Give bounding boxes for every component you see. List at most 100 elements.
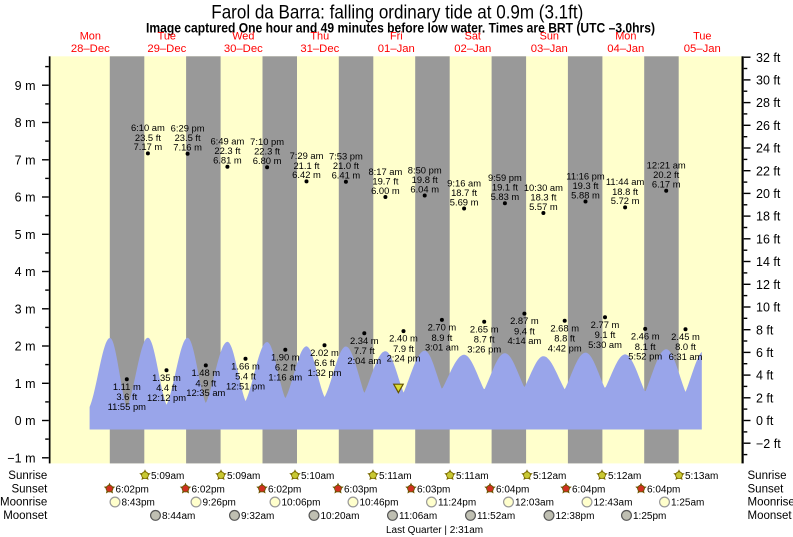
svg-text:Image captured One hour and 49: Image captured One hour and 49 minutes b… — [146, 20, 655, 35]
svg-text:6.2 ft: 6.2 ft — [275, 362, 296, 373]
svg-text:Sunset: Sunset — [11, 483, 48, 495]
svg-text:10:46pm: 10:46pm — [360, 498, 399, 509]
svg-text:9:32am: 9:32am — [241, 511, 274, 522]
svg-text:4:14 am: 4:14 am — [507, 335, 541, 346]
svg-text:6:02pm: 6:02pm — [116, 484, 149, 495]
svg-text:01–Jan: 01–Jan — [378, 43, 415, 55]
svg-text:11:16 pm: 11:16 pm — [566, 170, 605, 181]
svg-text:30–Dec: 30–Dec — [224, 43, 263, 55]
svg-text:5:09am: 5:09am — [151, 471, 184, 482]
svg-text:8.9 ft: 8.9 ft — [431, 332, 452, 343]
svg-text:14 ft: 14 ft — [756, 255, 781, 269]
svg-text:12:03am: 12:03am — [515, 498, 554, 509]
svg-text:26 ft: 26 ft — [756, 119, 781, 133]
svg-text:4:42 pm: 4:42 pm — [548, 342, 582, 353]
svg-text:12:12 pm: 12:12 pm — [147, 392, 186, 403]
svg-text:1.35 m: 1.35 m — [152, 372, 181, 383]
svg-text:5:11am: 5:11am — [379, 471, 412, 482]
svg-text:22.3 ft: 22.3 ft — [214, 145, 240, 156]
svg-text:23.5 ft: 23.5 ft — [175, 132, 201, 143]
svg-text:Sunrise: Sunrise — [8, 470, 47, 482]
svg-text:6:10 am: 6:10 am — [131, 122, 165, 133]
svg-text:22 ft: 22 ft — [756, 164, 781, 178]
svg-text:20.2 ft: 20.2 ft — [653, 169, 679, 180]
svg-text:5:30 am: 5:30 am — [588, 339, 622, 350]
svg-text:11:06am: 11:06am — [399, 511, 437, 522]
svg-text:18.7 ft: 18.7 ft — [451, 187, 477, 198]
svg-text:Mon: Mon — [615, 31, 636, 43]
svg-text:5 m: 5 m — [15, 228, 36, 242]
svg-text:Sunset: Sunset — [748, 483, 785, 495]
svg-text:6.81 m: 6.81 m — [213, 155, 242, 166]
svg-text:9.4 ft: 9.4 ft — [514, 326, 535, 337]
svg-text:1.11 m: 1.11 m — [113, 381, 141, 392]
svg-text:5:11am: 5:11am — [456, 471, 489, 482]
svg-text:5:09am: 5:09am — [227, 471, 260, 482]
svg-text:19.1 ft: 19.1 ft — [492, 182, 518, 193]
svg-text:Sat: Sat — [465, 31, 481, 43]
svg-text:Moonset: Moonset — [748, 510, 793, 522]
svg-text:10:20am: 10:20am — [321, 511, 360, 522]
svg-text:9:26pm: 9:26pm — [203, 498, 236, 509]
svg-text:6.80 m: 6.80 m — [253, 155, 282, 166]
svg-text:05–Jan: 05–Jan — [684, 43, 721, 55]
svg-text:3:01 am: 3:01 am — [425, 342, 459, 353]
svg-text:6:04pm: 6:04pm — [647, 484, 680, 495]
svg-text:3 m: 3 m — [15, 302, 36, 316]
svg-text:Thu: Thu — [310, 31, 329, 43]
svg-text:8.0 ft: 8.0 ft — [675, 341, 696, 352]
svg-text:19.8 ft: 19.8 ft — [412, 174, 438, 185]
svg-text:32 ft: 32 ft — [756, 51, 781, 65]
svg-text:5.72 m: 5.72 m — [611, 195, 640, 206]
svg-text:8.8 ft: 8.8 ft — [554, 333, 575, 344]
svg-text:8.7 ft: 8.7 ft — [474, 334, 495, 345]
svg-text:1.66 m: 1.66 m — [231, 360, 260, 371]
svg-text:24 ft: 24 ft — [756, 142, 781, 156]
svg-text:21.0 ft: 21.0 ft — [333, 160, 359, 171]
svg-text:Fri: Fri — [390, 31, 403, 43]
svg-text:8:43pm: 8:43pm — [122, 498, 155, 509]
svg-text:4.9 ft: 4.9 ft — [195, 377, 216, 388]
svg-text:7.16 m: 7.16 m — [173, 142, 202, 153]
svg-text:6:29 pm: 6:29 pm — [171, 123, 205, 134]
svg-text:28–Dec: 28–Dec — [71, 43, 110, 55]
svg-text:2:24 pm: 2:24 pm — [387, 353, 421, 364]
svg-text:6.6 ft: 6.6 ft — [314, 357, 335, 368]
svg-text:12:35 am: 12:35 am — [186, 387, 225, 398]
svg-text:6:02pm: 6:02pm — [268, 484, 301, 495]
svg-text:5:12am: 5:12am — [608, 471, 641, 482]
svg-text:2.02 m: 2.02 m — [310, 347, 339, 358]
svg-text:1:25pm: 1:25pm — [633, 511, 666, 522]
svg-text:11:55 pm: 11:55 pm — [108, 401, 147, 412]
svg-text:28 ft: 28 ft — [756, 96, 781, 110]
svg-text:30 ft: 30 ft — [756, 74, 781, 88]
svg-text:Farol da Barra: falling ordin: Farol da Barra: falling ordinary tide at… — [211, 1, 583, 23]
svg-text:12:43am: 12:43am — [594, 498, 633, 509]
svg-text:5.4 ft: 5.4 ft — [235, 371, 256, 382]
svg-text:6:04pm: 6:04pm — [496, 484, 529, 495]
svg-text:5.57 m: 5.57 m — [529, 201, 558, 212]
svg-text:9:16 am: 9:16 am — [447, 177, 481, 188]
svg-text:6:04pm: 6:04pm — [572, 484, 605, 495]
svg-text:12 ft: 12 ft — [756, 278, 781, 292]
svg-text:4.4 ft: 4.4 ft — [156, 382, 177, 393]
svg-text:2.34 m: 2.34 m — [350, 335, 379, 346]
svg-text:Sunrise: Sunrise — [748, 470, 787, 482]
svg-text:9 m: 9 m — [15, 79, 36, 93]
svg-text:6 m: 6 m — [15, 191, 36, 205]
svg-text:6:49 am: 6:49 am — [210, 136, 244, 147]
svg-text:19.3 ft: 19.3 ft — [572, 180, 598, 191]
svg-text:4 m: 4 m — [15, 265, 36, 279]
svg-text:6:31 am: 6:31 am — [669, 351, 703, 362]
svg-text:1:32 pm: 1:32 pm — [308, 367, 342, 378]
svg-text:Sun: Sun — [540, 31, 559, 43]
svg-text:11:24pm: 11:24pm — [438, 498, 476, 509]
svg-text:8.1 ft: 8.1 ft — [635, 341, 656, 352]
svg-text:Moonset: Moonset — [3, 510, 48, 522]
svg-text:7:10 pm: 7:10 pm — [250, 136, 284, 147]
svg-text:21.1 ft: 21.1 ft — [293, 160, 319, 171]
svg-text:7 m: 7 m — [15, 153, 36, 167]
svg-text:2.77 m: 2.77 m — [591, 319, 620, 330]
svg-text:03–Jan: 03–Jan — [531, 43, 568, 55]
svg-text:6.41 m: 6.41 m — [332, 170, 361, 181]
